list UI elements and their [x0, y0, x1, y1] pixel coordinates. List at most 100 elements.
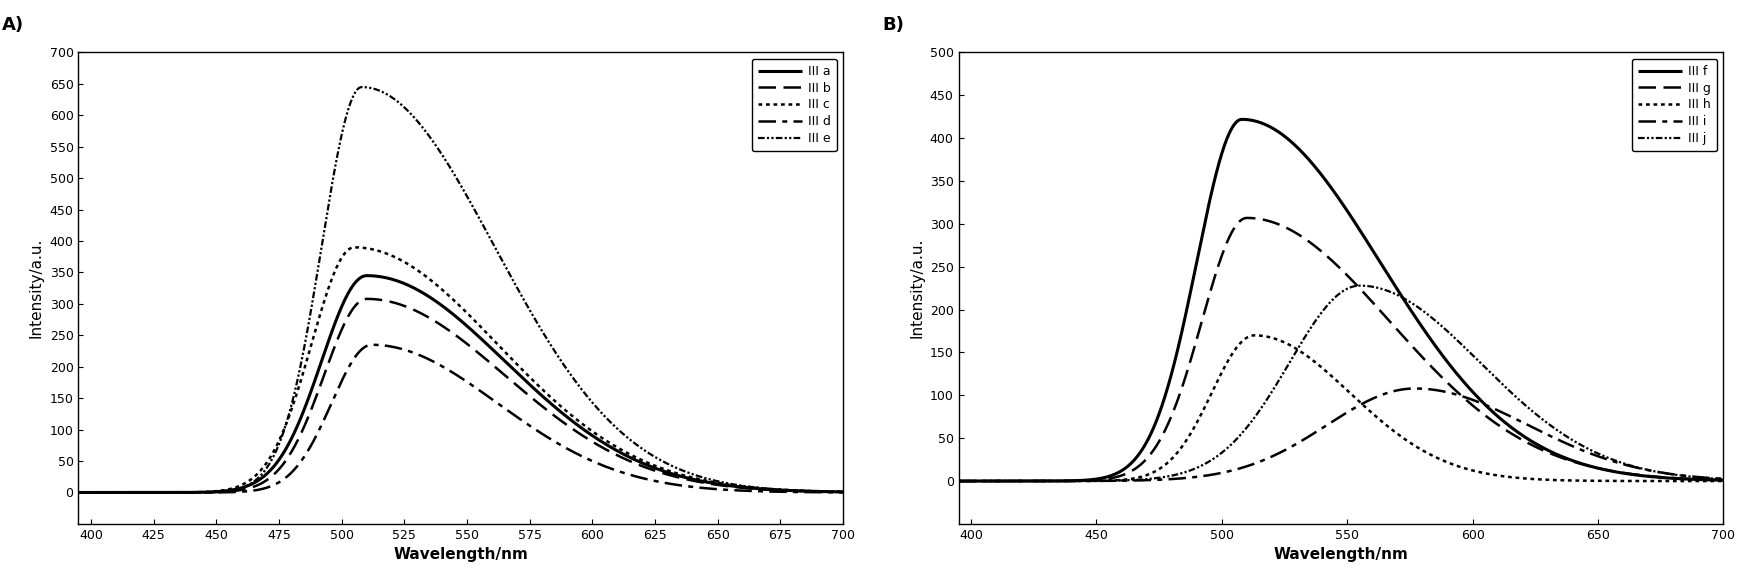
III c: [420, 276, 442, 283]
III d: [832, 489, 853, 496]
III a: [356, 272, 377, 279]
III h: [1713, 478, 1734, 485]
III h: [948, 478, 969, 485]
III f: [1713, 477, 1734, 483]
III f: [1300, 158, 1321, 165]
III a: [68, 489, 89, 496]
III d: [811, 489, 832, 496]
III b: [440, 328, 461, 335]
III h: [1244, 332, 1265, 339]
III b: [107, 489, 128, 496]
III b: [68, 489, 89, 496]
III j: [1551, 430, 1572, 437]
III b: [832, 489, 853, 496]
III f: [948, 478, 969, 485]
III f: [1691, 476, 1712, 483]
Line: III g: III g: [958, 218, 1724, 481]
III f: [1232, 116, 1253, 123]
III g: [986, 478, 1007, 485]
Line: III i: III i: [958, 389, 1724, 481]
III h: [1321, 372, 1342, 379]
III d: [671, 482, 692, 489]
III i: [1319, 419, 1340, 426]
Line: III c: III c: [79, 247, 843, 493]
III b: [356, 295, 377, 302]
Legend: III f, III g, III h, III i, III j: III f, III g, III h, III i, III j: [1631, 58, 1717, 151]
III a: [832, 489, 853, 496]
III f: [1321, 184, 1342, 190]
III b: [671, 475, 692, 482]
III a: [440, 309, 461, 316]
Line: III h: III h: [958, 335, 1724, 481]
III h: [1691, 478, 1712, 485]
III d: [811, 489, 832, 496]
III c: [440, 294, 461, 301]
III h: [986, 478, 1007, 485]
Line: III b: III b: [79, 299, 843, 493]
III g: [1551, 454, 1572, 461]
III d: [361, 341, 382, 348]
III d: [420, 357, 442, 364]
III h: [1551, 477, 1572, 483]
III f: [1551, 453, 1572, 460]
III j: [986, 478, 1007, 485]
III g: [1691, 476, 1712, 483]
III h: [1300, 355, 1321, 362]
III c: [68, 489, 89, 496]
III g: [948, 478, 969, 485]
III j: [1300, 325, 1321, 332]
III e: [811, 488, 832, 495]
III g: [1300, 239, 1321, 246]
III e: [352, 83, 373, 90]
III f: [1691, 476, 1712, 483]
Line: III j: III j: [958, 285, 1724, 481]
III i: [1551, 438, 1572, 445]
III e: [440, 165, 461, 172]
III j: [948, 478, 969, 485]
Text: B): B): [881, 16, 904, 34]
Text: A): A): [2, 16, 25, 34]
X-axis label: Wavelength/nm: Wavelength/nm: [394, 547, 527, 562]
III a: [107, 489, 128, 496]
III e: [420, 134, 442, 141]
III b: [811, 488, 832, 495]
III j: [1691, 474, 1712, 481]
III g: [1713, 477, 1734, 483]
Legend: III a, III b, III c, III d, III e: III a, III b, III c, III d, III e: [752, 58, 837, 151]
III e: [832, 489, 853, 496]
III i: [1713, 475, 1734, 482]
III i: [1691, 474, 1712, 481]
III c: [107, 489, 128, 496]
III j: [1691, 474, 1712, 481]
III i: [986, 478, 1007, 485]
III j: [1349, 282, 1370, 289]
Y-axis label: Intensity/a.u.: Intensity/a.u.: [30, 238, 44, 338]
III g: [1321, 256, 1342, 263]
Y-axis label: Intensity/a.u.: Intensity/a.u.: [909, 238, 923, 338]
III b: [811, 488, 832, 495]
III e: [811, 488, 832, 495]
Line: III f: III f: [958, 119, 1724, 481]
Line: III e: III e: [79, 87, 843, 493]
III d: [440, 368, 461, 375]
III d: [68, 489, 89, 496]
III c: [343, 244, 364, 251]
III a: [671, 473, 692, 480]
III f: [986, 478, 1007, 485]
III g: [1237, 214, 1258, 221]
III j: [1319, 299, 1340, 306]
III d: [107, 489, 128, 496]
III e: [68, 489, 89, 496]
III e: [107, 489, 128, 496]
III j: [1713, 475, 1734, 482]
III a: [420, 294, 442, 301]
III i: [948, 478, 969, 485]
III b: [420, 315, 442, 322]
III c: [832, 488, 853, 495]
III c: [811, 488, 832, 495]
III a: [811, 488, 832, 495]
III c: [811, 488, 832, 495]
III g: [1691, 476, 1712, 483]
III a: [811, 488, 832, 495]
III i: [1405, 385, 1426, 392]
